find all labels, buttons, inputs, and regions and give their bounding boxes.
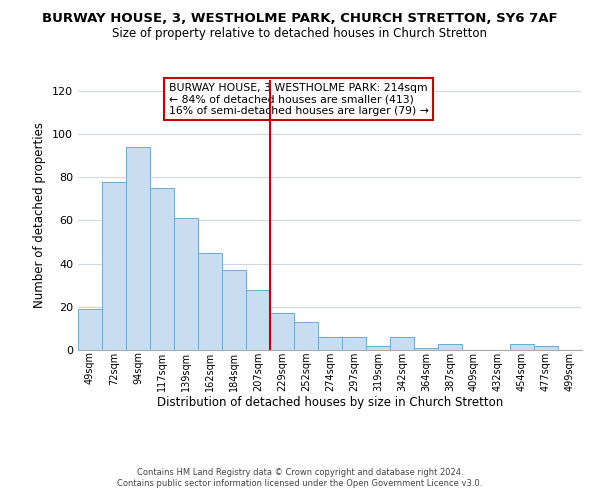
Bar: [366, 346, 390, 350]
Bar: [270, 314, 294, 350]
Bar: [390, 337, 414, 350]
Bar: [78, 309, 102, 350]
Bar: [102, 182, 126, 350]
Bar: [222, 270, 246, 350]
Bar: [438, 344, 462, 350]
Text: Size of property relative to detached houses in Church Stretton: Size of property relative to detached ho…: [113, 28, 487, 40]
Bar: [174, 218, 198, 350]
X-axis label: Distribution of detached houses by size in Church Stretton: Distribution of detached houses by size …: [157, 396, 503, 409]
Bar: [534, 346, 558, 350]
Bar: [246, 290, 270, 350]
Bar: [318, 337, 342, 350]
Bar: [126, 147, 150, 350]
Bar: [198, 253, 222, 350]
Bar: [510, 344, 534, 350]
Text: BURWAY HOUSE, 3, WESTHOLME PARK, CHURCH STRETTON, SY6 7AF: BURWAY HOUSE, 3, WESTHOLME PARK, CHURCH …: [42, 12, 558, 26]
Bar: [342, 337, 366, 350]
Bar: [414, 348, 438, 350]
Text: BURWAY HOUSE, 3 WESTHOLME PARK: 214sqm
← 84% of detached houses are smaller (413: BURWAY HOUSE, 3 WESTHOLME PARK: 214sqm ←…: [169, 82, 428, 116]
Bar: [294, 322, 318, 350]
Y-axis label: Number of detached properties: Number of detached properties: [34, 122, 46, 308]
Text: Contains HM Land Registry data © Crown copyright and database right 2024.
Contai: Contains HM Land Registry data © Crown c…: [118, 468, 482, 487]
Bar: [150, 188, 174, 350]
